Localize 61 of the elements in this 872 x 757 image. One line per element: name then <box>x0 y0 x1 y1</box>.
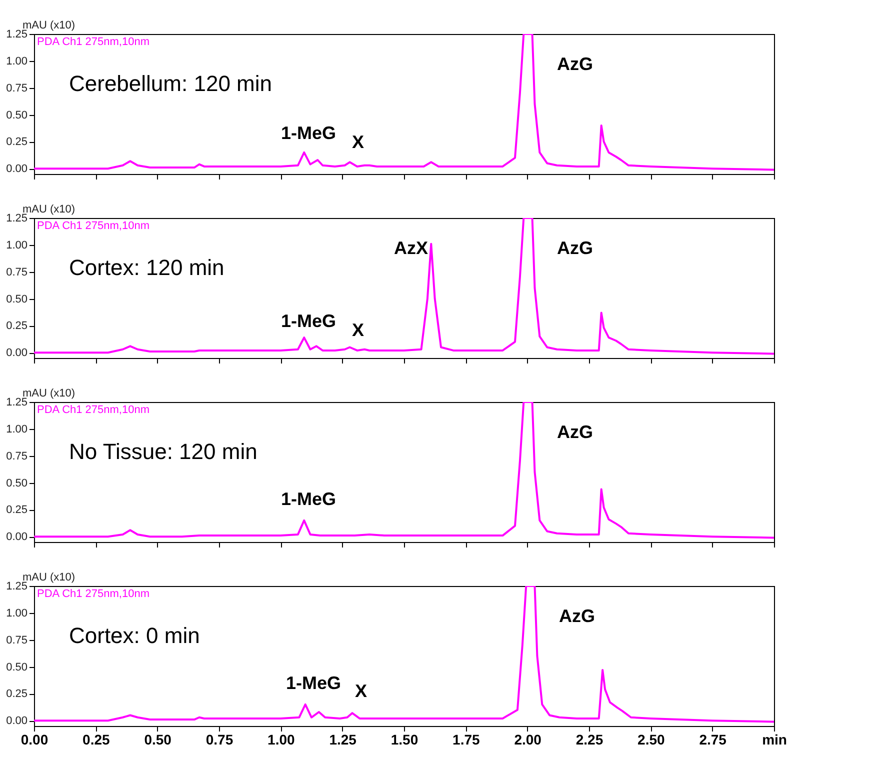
y-tick-label: 0.50 <box>6 477 28 490</box>
y-tick-label: 0.00 <box>6 347 28 360</box>
y-tick-label: 0.25 <box>6 504 28 516</box>
x-tick-label: 0.75 <box>206 732 234 748</box>
annotation: 1-MeG <box>281 311 336 331</box>
annotation: 1-MeG <box>281 489 336 509</box>
y-tick-label: 0.50 <box>6 661 28 674</box>
y-tick-label: 1.00 <box>6 55 28 68</box>
annotation: AzX <box>394 238 428 258</box>
line-series <box>34 34 774 171</box>
annotation: AzG <box>557 238 593 258</box>
annotation: AzG <box>559 606 595 626</box>
y-tick-label: 0.50 <box>6 109 28 122</box>
x-tick-label: 1.00 <box>268 732 296 748</box>
annotation: Cortex: 120 min <box>69 255 224 280</box>
x-tick-label: 2.50 <box>638 732 666 748</box>
y-tick-label: 1.25 <box>6 28 28 40</box>
y-tick-label: 0.75 <box>6 82 28 94</box>
x-tick-label: 0.25 <box>82 732 110 748</box>
y-tick-label: 0.25 <box>6 320 28 332</box>
annotation: PDA Ch1 275nm,10nm <box>37 404 150 416</box>
x-tick-label: 2.25 <box>576 732 604 748</box>
y-tick-label: 1.25 <box>6 212 28 224</box>
annotation: PDA Ch1 275nm,10nm <box>37 220 150 232</box>
x-tick-label: min <box>762 732 787 748</box>
x-tick-label: 1.75 <box>452 732 480 748</box>
annotation: AzG <box>557 54 593 74</box>
annotation: 1-MeG <box>281 123 336 143</box>
annotation: 1-MeG <box>286 673 342 693</box>
annotation: Cerebellum: 120 min <box>69 71 272 96</box>
annotation: X <box>355 681 368 701</box>
y-tick-label: 0.00 <box>6 715 28 728</box>
annotation: AzG <box>557 422 593 442</box>
y-tick-label: 1.00 <box>6 239 28 252</box>
x-tick-label: 2.00 <box>514 732 542 748</box>
y-tick-label: 1.00 <box>6 607 28 620</box>
y-tick-label: 0.25 <box>6 136 28 148</box>
annotation: X <box>352 132 364 152</box>
line-series <box>34 402 774 539</box>
line-series <box>34 218 774 355</box>
y-tick-label: 0.75 <box>6 634 28 646</box>
annotation: Cortex: 0 min <box>69 623 200 648</box>
x-tick-label: 1.50 <box>390 732 418 748</box>
y-tick-label: 1.25 <box>6 396 28 408</box>
x-tick-label: 0.50 <box>144 732 172 748</box>
annotation: PDA Ch1 275nm,10nm <box>37 36 150 48</box>
y-tick-label: 1.25 <box>6 580 28 592</box>
y-tick-label: 0.50 <box>6 293 28 306</box>
y-tick-label: 0.75 <box>6 266 28 278</box>
y-tick-label: 0.00 <box>6 531 28 544</box>
line-series <box>34 586 774 723</box>
x-tick-label: 2.75 <box>699 732 727 748</box>
y-tick-label: 0.00 <box>6 163 28 176</box>
annotation: PDA Ch1 275nm,10nm <box>37 588 150 600</box>
y-tick-label: 1.00 <box>6 423 28 436</box>
y-tick-label: 0.75 <box>6 450 28 462</box>
annotation: No Tissue: 120 min <box>69 439 258 464</box>
y-tick-label: 0.25 <box>6 688 28 700</box>
x-tick-label: 1.25 <box>329 732 357 748</box>
annotation: X <box>352 320 364 340</box>
x-tick-label: 0.00 <box>20 732 48 748</box>
